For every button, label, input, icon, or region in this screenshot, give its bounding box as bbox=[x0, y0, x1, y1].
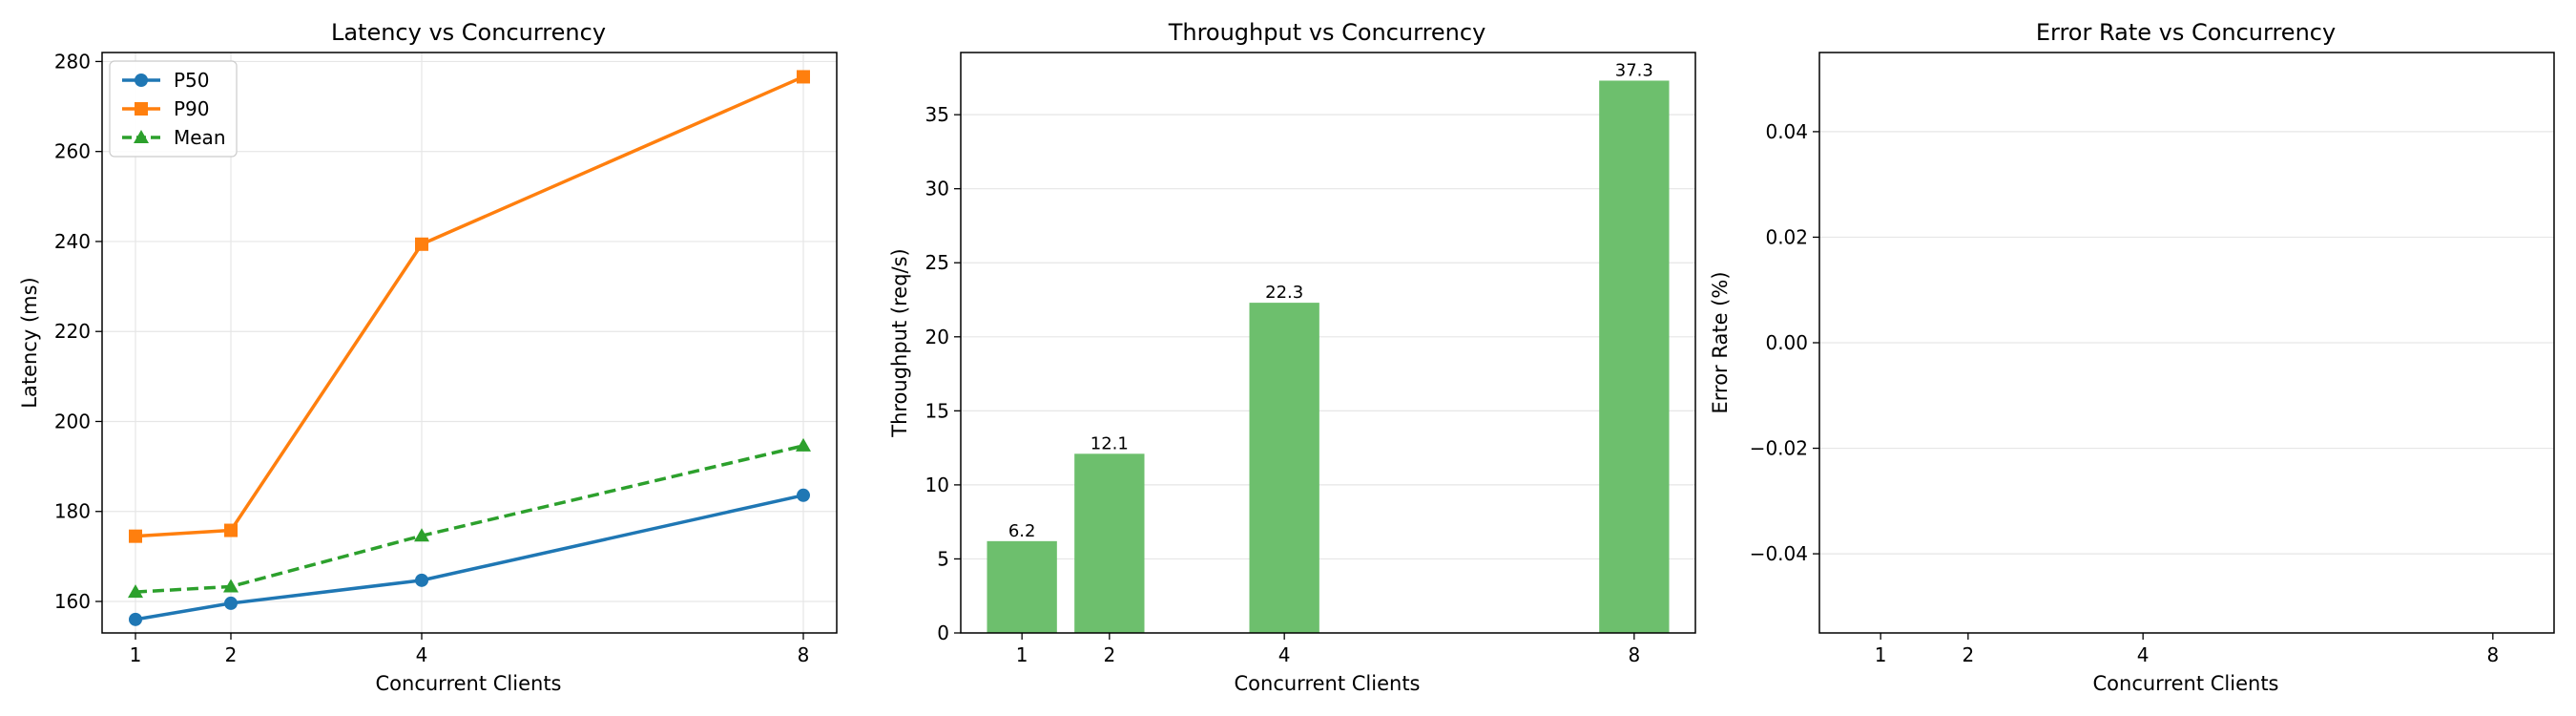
series-p50-point bbox=[224, 596, 238, 610]
error-rate-x-axis-label: Concurrent Clients bbox=[2093, 672, 2279, 695]
series-p90-line bbox=[135, 74, 804, 538]
latency-x-tick-label: 1 bbox=[130, 643, 142, 666]
throughput-x-tick-label: 2 bbox=[1103, 643, 1115, 666]
latency-axes: 160 180 200 220 240 260 280 1 2 4 8 bbox=[54, 50, 810, 666]
error-rate-chart-title: Error Rate vs Concurrency bbox=[2036, 19, 2336, 46]
throughput-y-tick-label: 30 bbox=[925, 178, 949, 200]
throughput-bar bbox=[1074, 453, 1145, 633]
latency-series bbox=[128, 70, 811, 626]
series-p50-point bbox=[797, 488, 810, 502]
throughput-y-tick-label: 10 bbox=[925, 474, 949, 496]
latency-y-tick-label: 260 bbox=[54, 140, 91, 163]
throughput-y-tick-label: 20 bbox=[925, 326, 949, 348]
legend-mean-label: Mean bbox=[174, 126, 226, 149]
throughput-y-tick-label: 5 bbox=[937, 547, 949, 570]
throughput-x-tick-label: 8 bbox=[1628, 643, 1640, 666]
throughput-x-tick-label: 1 bbox=[1016, 643, 1028, 666]
series-p90-point bbox=[797, 70, 810, 84]
series-mean-point bbox=[796, 437, 811, 452]
series-mean-line bbox=[135, 444, 804, 594]
latency-y-tick-label: 160 bbox=[54, 590, 91, 613]
error-rate-y-tick-label: −0.04 bbox=[1750, 542, 1808, 565]
error-rate-y-tick-label: 0.04 bbox=[1765, 120, 1808, 143]
latency-y-tick-label: 180 bbox=[54, 500, 91, 523]
latency-y-tick-label: 280 bbox=[54, 50, 91, 73]
latency-chart-title: Latency vs Concurrency bbox=[331, 19, 606, 46]
latency-y-axis-label: Latency (ms) bbox=[18, 277, 41, 408]
series-p90-point bbox=[224, 523, 238, 537]
legend-mean-marker bbox=[134, 130, 149, 143]
series-mean-point bbox=[223, 579, 239, 593]
error-rate-y-tick-label: 0.00 bbox=[1765, 331, 1808, 354]
throughput-y-tick-label: 0 bbox=[937, 621, 949, 644]
throughput-bar bbox=[1249, 303, 1319, 633]
series-mean-point bbox=[128, 584, 143, 599]
throughput-chart-title: Throughput vs Concurrency bbox=[1168, 19, 1486, 46]
throughput-x-axis-label: Concurrent Clients bbox=[1235, 672, 1421, 695]
legend-p50-label: P50 bbox=[174, 69, 210, 92]
latency-y-tick-label: 200 bbox=[54, 410, 91, 432]
series-p90-point bbox=[129, 529, 142, 543]
legend-p50-marker bbox=[135, 74, 148, 87]
latency-x-axis-label: Concurrent Clients bbox=[376, 672, 562, 695]
error-rate-x-tick-label: 4 bbox=[2137, 643, 2150, 666]
latency-x-tick-label: 8 bbox=[798, 643, 810, 666]
throughput-y-tick-label: 15 bbox=[925, 399, 949, 422]
throughput-bar-value-label: 6.2 bbox=[1008, 521, 1036, 541]
legend-p90-label: P90 bbox=[174, 97, 210, 120]
series-p50-point bbox=[129, 612, 142, 626]
latency-y-tick-label: 220 bbox=[54, 320, 91, 343]
latency-chart: Latency vs Concurrency 160 180 200 220 240 26… bbox=[18, 19, 838, 695]
throughput-bar-value-label: 22.3 bbox=[1265, 283, 1303, 303]
throughput-bar-value-label: 12.1 bbox=[1091, 433, 1129, 453]
series-p50-point bbox=[415, 573, 428, 587]
latency-x-tick-label: 2 bbox=[225, 643, 238, 666]
error-rate-y-axis-label: Error Rate (%) bbox=[1709, 271, 1732, 413]
throughput-y-tick-label: 35 bbox=[925, 103, 949, 126]
latency-plot-frame bbox=[101, 52, 838, 634]
error-rate-axes: −0.04 −0.02 0.00 0.02 0.04 1 2 4 8 bbox=[1750, 120, 2499, 666]
throughput-bars: 6.2 12.1 22.3 37.3 bbox=[987, 60, 1670, 634]
error-rate-x-tick-label: 2 bbox=[1962, 643, 1974, 666]
latency-y-tick-label: 240 bbox=[54, 230, 91, 253]
series-mean-point bbox=[414, 528, 429, 542]
error-rate-x-tick-label: 8 bbox=[2486, 643, 2499, 666]
error-rate-y-tick-label: 0.02 bbox=[1765, 225, 1808, 248]
throughput-bar bbox=[1599, 80, 1670, 634]
error-rate-y-tick-label: −0.02 bbox=[1750, 437, 1808, 460]
error-rate-chart: Error Rate vs Concurrency −0.04 −0.02 0.00… bbox=[1709, 19, 2555, 695]
throughput-y-axis-label: Throughput (req/s) bbox=[888, 248, 911, 437]
throughput-axes: 0 5 10 15 20 25 30 35 1 2 4 8 bbox=[925, 103, 1641, 666]
error-rate-gridlines bbox=[1819, 131, 2554, 555]
throughput-bar-value-label: 37.3 bbox=[1615, 60, 1653, 80]
series-p50-line bbox=[135, 494, 804, 621]
throughput-chart: Throughput vs Concurrency 6.2 12.1 22.3 37.… bbox=[888, 19, 1696, 695]
throughput-bar bbox=[987, 540, 1057, 633]
throughput-x-tick-label: 4 bbox=[1278, 643, 1291, 666]
throughput-y-tick-label: 25 bbox=[925, 251, 949, 274]
latency-legend: P50 P90 Mean bbox=[109, 60, 238, 158]
latency-x-tick-label: 4 bbox=[416, 643, 428, 666]
throughput-plot-frame bbox=[960, 52, 1696, 634]
series-p90-point bbox=[415, 237, 428, 251]
error-rate-x-tick-label: 1 bbox=[1875, 643, 1887, 666]
legend-p90-marker bbox=[135, 102, 148, 116]
